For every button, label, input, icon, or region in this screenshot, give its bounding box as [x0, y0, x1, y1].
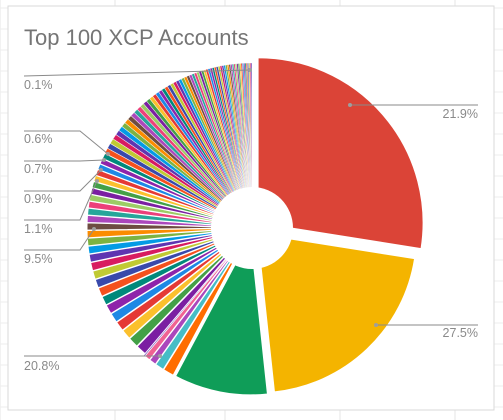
pie-slice-small[interactable] [152, 93, 248, 222]
pie-slice-small[interactable] [130, 112, 247, 223]
leader-line [24, 228, 95, 251]
pie-slice-small[interactable] [127, 115, 247, 223]
pie-slice[interactable] [174, 234, 268, 396]
pie-slice[interactable] [256, 233, 416, 393]
leader-dot [348, 103, 352, 107]
slice-label: 9.5% [24, 252, 53, 266]
leader-line [24, 169, 102, 192]
leader-dot [106, 152, 110, 156]
leader-line [24, 159, 105, 162]
leader-dot [95, 179, 99, 183]
pie-slice-small[interactable] [128, 233, 247, 347]
leader-lines [23, 68, 478, 358]
pie-slice[interactable] [257, 57, 424, 250]
leader-dot [92, 227, 96, 231]
leader-line [24, 130, 109, 155]
pie-slices [86, 57, 424, 396]
slice-label: 1.1% [24, 222, 53, 236]
leader-dot [374, 323, 378, 327]
pie-slice-small[interactable] [121, 122, 246, 224]
pie-center-hole [211, 187, 293, 269]
pie-slice-small[interactable] [137, 106, 247, 223]
slice-label: 0.1% [24, 78, 53, 92]
pie-slice-small[interactable] [115, 130, 246, 224]
pie-slice-small[interactable] [250, 62, 253, 221]
slice-label: 21.9% [443, 107, 478, 121]
leader-dot [158, 354, 162, 358]
leader-dot [99, 168, 103, 172]
slice-label: 20.8% [24, 359, 59, 373]
chart-title: Top 100 XCP Accounts [24, 25, 249, 50]
pie-slice-small[interactable] [133, 109, 247, 223]
leader-line [23, 69, 251, 77]
pie-slice-small[interactable] [110, 138, 246, 224]
slice-label: 0.9% [24, 192, 53, 206]
pie-slice-small[interactable] [101, 152, 246, 225]
pie-slice-small[interactable] [124, 118, 247, 223]
pie-slice-small[interactable] [143, 100, 247, 223]
leader-dot [248, 68, 252, 72]
pie-slice-small[interactable] [140, 103, 247, 223]
pie-slice-small[interactable] [149, 96, 248, 222]
pie-slice-small[interactable] [155, 91, 248, 222]
pie-slice-small[interactable] [136, 233, 248, 355]
pie-slice-small[interactable] [122, 232, 247, 340]
leader-dot [102, 158, 106, 162]
pie-slice-small[interactable] [118, 126, 246, 224]
pie-slice[interactable] [162, 234, 249, 376]
slice-label: 27.5% [443, 326, 478, 340]
slice-label: 0.7% [24, 162, 53, 176]
slice-labels: 27.5% 20.8% 9.5% 1.1% 0.9% 0.7% 0.6% 0.1% 21.9% [24, 78, 478, 373]
pie-slice-small[interactable] [112, 134, 246, 224]
slice-label: 0.6% [24, 132, 53, 146]
pie-slice-small[interactable] [107, 143, 246, 225]
leader-line [24, 180, 98, 221]
pie-slice-small[interactable] [104, 148, 246, 225]
pie-slice-small[interactable] [146, 98, 248, 222]
